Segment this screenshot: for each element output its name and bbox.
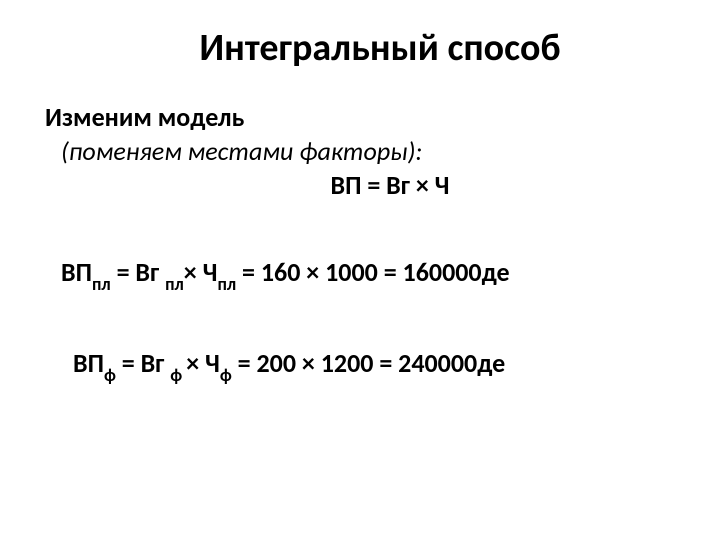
subtitle: Изменим модель	[45, 101, 675, 133]
sub-pl-3: пл	[217, 273, 236, 295]
sub-pl-2: пл	[165, 273, 184, 295]
italic-note: (поменяем местами факторы):	[45, 135, 675, 167]
eq-part-1: = Вг	[111, 256, 165, 288]
page-title: Интегральный способ	[45, 25, 675, 71]
sub-pl-1: пл	[92, 273, 111, 295]
formula-main: ВП = Вг × Ч	[45, 169, 675, 201]
rest-2: = 200 × 1200 = 240000де	[232, 347, 505, 379]
formula-fact: ВПф = Вг ф × Чф = 200 × 1200 = 240000де	[45, 347, 675, 383]
times-ch-2: × Ч	[186, 347, 220, 379]
vp-text: ВП	[61, 256, 92, 288]
slide-container: Интегральный способ Изменим модель (поме…	[0, 0, 720, 540]
sub-f-3: ф	[220, 364, 232, 386]
sub-f-1: ф	[104, 364, 116, 386]
formula-plan: ВПпл = Вг пл× Чпл = 160 × 1000 = 160000д…	[45, 256, 675, 292]
times-ch-1: × Ч	[184, 256, 218, 288]
rest-1: = 160 × 1000 = 160000де	[236, 256, 509, 288]
eq-part-2: = Вг	[116, 347, 170, 379]
sub-f-2: ф	[170, 364, 186, 386]
vp-text-2: ВП	[73, 347, 104, 379]
